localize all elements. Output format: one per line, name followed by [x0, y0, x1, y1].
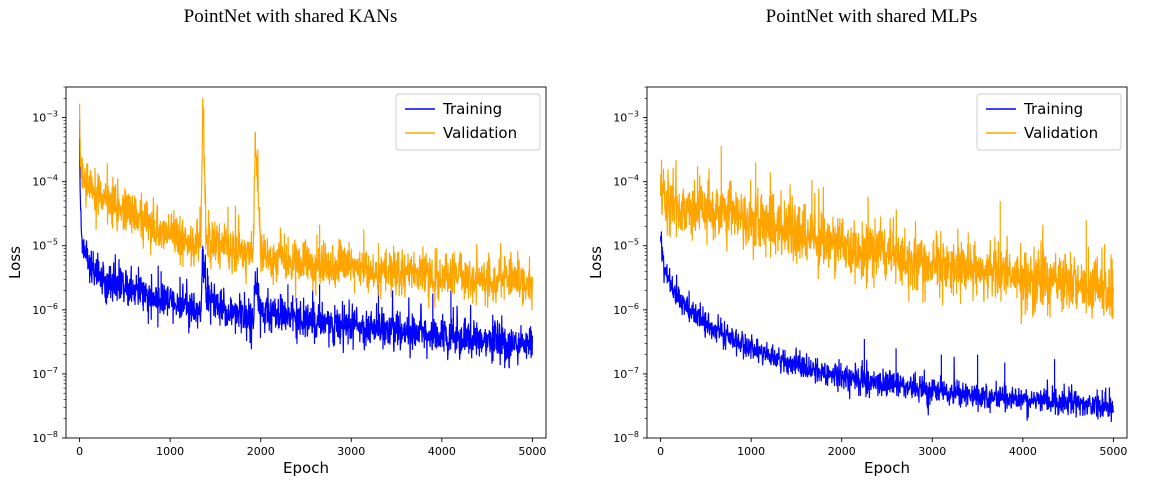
x-tick-label: 2000: [247, 445, 275, 458]
x-axis-label: Epoch: [283, 459, 329, 477]
y-tick-label: 10−5: [613, 238, 639, 253]
y-axis-label: Loss: [6, 246, 24, 279]
x-tick-label: 5000: [1099, 445, 1127, 458]
x-tick-label: 0: [657, 445, 664, 458]
left-chart-title: PointNet with shared KANs: [183, 6, 398, 27]
x-axis-label: Epoch: [864, 459, 910, 477]
legend-label-training: Training: [442, 100, 502, 118]
legend-box: [395, 93, 541, 151]
legend: Training Validation: [395, 93, 541, 151]
legend-label-training: Training: [1023, 100, 1083, 118]
y-tick-label: 10−8: [32, 430, 58, 445]
legend: Training Validation: [976, 93, 1122, 151]
y-tick-label: 10−3: [613, 110, 639, 125]
legend-label-validation: Validation: [443, 124, 517, 142]
x-tick-label: 3000: [918, 445, 946, 458]
y-tick-label: 10−7: [32, 366, 58, 381]
y-tick-label: 10−4: [32, 174, 58, 189]
x-tick-label: 2000: [828, 445, 856, 458]
series-line-validation: [659, 146, 1115, 325]
x-tick-label: 4000: [1009, 445, 1037, 458]
right-chart-title: PointNet with shared MLPs: [765, 6, 978, 27]
y-tick-label: 10−6: [32, 302, 58, 317]
left-loss-chart: 0 1000 2000 3000 4000 5000 10−8 10−7 10−6 10−5 10−…: [6, 86, 547, 477]
plot-frame: [646, 86, 1128, 439]
y-tick-label: 10−6: [613, 302, 639, 317]
x-tick-label: 1000: [737, 445, 765, 458]
x-tick-label: 1000: [156, 445, 184, 458]
series-line-training: [78, 119, 534, 369]
x-tick-label: 3000: [337, 445, 365, 458]
x-tick-label: 5000: [518, 445, 546, 458]
y-tick-label: 10−7: [613, 366, 639, 381]
series-line-training: [659, 231, 1115, 423]
plot-frame: [65, 86, 547, 439]
y-tick-label: 10−5: [32, 238, 58, 253]
x-tick-label: 4000: [428, 445, 456, 458]
x-tick-label: 0: [76, 445, 83, 458]
y-axis-label: Loss: [587, 246, 605, 279]
legend-label-validation: Validation: [1024, 124, 1098, 142]
y-tick-label: 10−4: [613, 174, 639, 189]
right-loss-chart: 0 1000 2000 3000 4000 5000 10−8 10−7 10−6 10−5 10−…: [587, 86, 1128, 477]
y-tick-label: 10−3: [32, 110, 58, 125]
series-line-validation: [78, 98, 534, 311]
y-tick-label: 10−8: [613, 430, 639, 445]
legend-box: [976, 93, 1122, 151]
